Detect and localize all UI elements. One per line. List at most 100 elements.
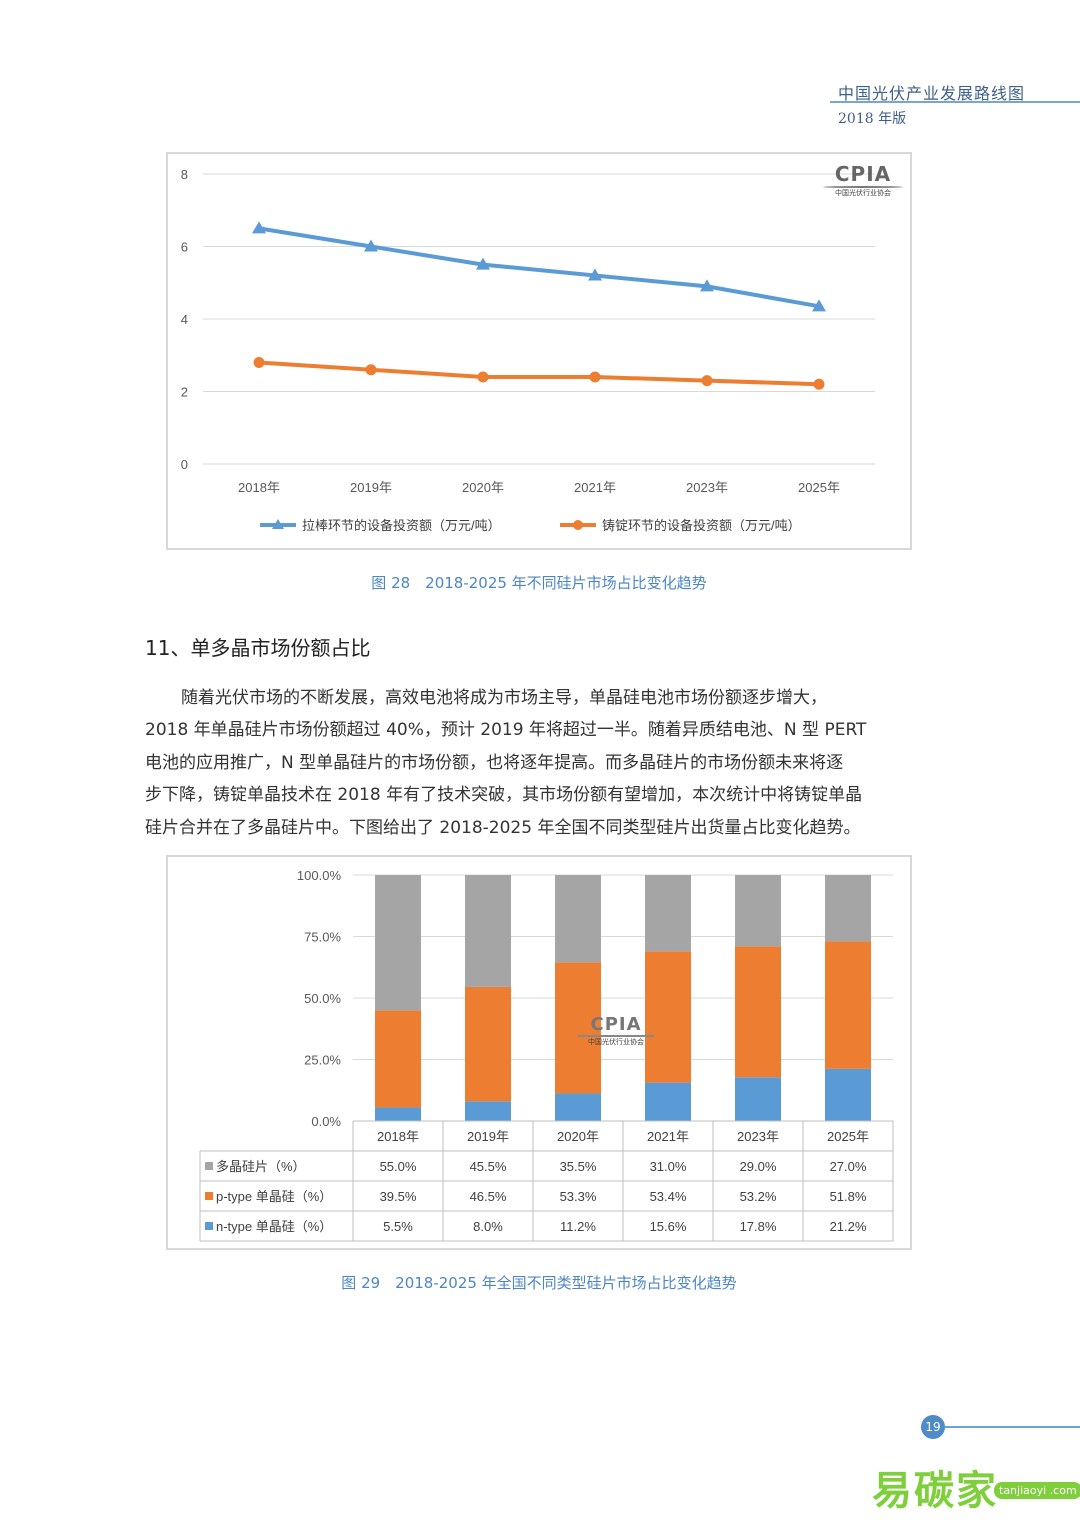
bar-segment-1 [465,986,511,1102]
cpia-logo-sub: 中国光伏行业协会 [835,189,891,197]
legend-key [205,1162,213,1170]
cpia-logo-text: CPIA [834,162,892,186]
data-label: 55.0% [380,1159,417,1174]
stacked-bar-chart-canvas: 0.0% 25.0% 50.0% 75.0% 100.0% 2018年 2019年 2020年… [199,868,894,1242]
legend-swatch-marker [272,519,284,529]
paragraph-line: 随着光伏市场的不断发展，高效电池将成为市场主导，单晶硅电池市场份额逐步增大， [181,688,827,708]
bar-segment-2 [825,875,871,942]
cpia-logo-sub: 中国光伏行业协会 [588,1038,644,1046]
legend-label: n-type 单晶硅（%） [216,1219,332,1234]
bar-segment-1 [825,941,871,1069]
bar-segment-0 [555,1093,601,1121]
x-tick-label: 2023年 [737,1129,779,1144]
data-point-circle [365,364,377,376]
data-label: 27.0% [830,1159,867,1174]
page-number-rule [940,1426,1080,1428]
data-point-triangle [588,268,602,281]
data-label: 53.2% [740,1189,777,1204]
data-label: 53.3% [560,1189,597,1204]
x-tick-label: 2018年 [238,480,280,495]
paragraph-line: 电池的应用推广，N 型单晶硅片的市场份额，也将逐年提高。而多晶硅片的市场份额未来… [145,752,844,773]
x-tick-label: 2021年 [647,1129,689,1144]
bar-segment-2 [465,875,511,987]
bar-segment-0 [375,1107,421,1121]
legend-label: p-type 单晶硅（%） [216,1189,332,1204]
header-title: 中国光伏产业发展路线图 [838,84,1026,103]
bar-segment-0 [465,1101,511,1121]
paragraph-line: 步下降，铸锭单晶技术在 2018 年有了技术突破，其市场份额有望增加，本次统计中… [145,785,863,806]
data-label: 39.5% [380,1189,417,1204]
cpia-logo: CPIA 中国光伏行业协会 [566,1014,666,1047]
y-tick-label: 4 [181,312,188,327]
data-point-circle [477,371,489,383]
x-tick-label: 2021年 [574,480,616,495]
section-heading: 11、单多晶市场份额占比 [145,636,371,660]
data-point-circle [253,357,265,368]
line-chart-equipment-investment: 0 2 4 6 8 2018年 2019年 2020年 2021年 2023年 2025年 拉棒环节的… [166,152,912,550]
data-label: 29.0% [740,1159,777,1174]
y-tick-label: 75.0% [304,930,341,945]
data-point-triangle [476,257,490,270]
y-tick-label: 25.0% [304,1053,341,1068]
y-tick-label: 0 [181,457,188,472]
x-tick-label: 2018年 [377,1129,419,1144]
paragraph-line: 硅片合并在了多晶硅片中。下图给出了 2018-2025 年全国不同类型硅片出货量… [145,817,861,838]
legend-key [205,1192,213,1200]
series-line-1 [258,360,820,387]
y-tick-label: 0.0% [311,1114,341,1129]
x-tick-label: 2019年 [467,1129,509,1144]
figure-caption-28: 图 28 2018-2025 年不同硅片市场占比变化趋势 [371,574,707,592]
bar-segment-2 [375,875,421,1011]
bar-segment-1 [555,962,601,1094]
bar-segment-1 [735,946,781,1078]
header-rule [830,101,1080,103]
y-tick-label: 100.0% [297,868,342,883]
y-tick-label: 2 [181,385,188,400]
data-point-circle [813,378,825,390]
y-tick-label: 8 [181,167,188,182]
legend-label: 铸锭环节的设备投资额（万元/吨） [602,518,801,533]
bar-segment-0 [825,1068,871,1121]
x-tick-label: 2023年 [686,480,728,495]
data-label: 31.0% [650,1159,687,1174]
x-tick-label: 2020年 [462,480,504,495]
cpia-logo-text: CPIA [590,1014,642,1035]
section-paragraph: 随着光伏市场的不断发展，高效电池将成为市场主导，单晶硅电池市场份额逐步增大， 2… [145,682,945,844]
data-point-triangle [252,221,266,234]
bar-segment-0 [645,1082,691,1121]
stacked-bar-chart-wafer-share: 0.0% 25.0% 50.0% 75.0% 100.0% 2018年 2019年 2020年… [166,855,912,1250]
data-label: 11.2% [560,1219,596,1234]
legend-key [205,1222,213,1230]
cpia-logo-swoosh [823,186,903,188]
x-tick-label: 2020年 [557,1129,599,1144]
bar-segment-1 [645,951,691,1083]
data-label: 53.4% [650,1189,687,1204]
bar-segment-1 [375,1010,421,1108]
y-tick-label: 6 [181,240,188,255]
line-chart-canvas: 0 2 4 6 8 2018年 2019年 2020年 2021年 2023年 2025年拉棒环节的… [181,167,875,533]
data-point-triangle [812,299,826,312]
data-point-triangle [700,279,714,292]
paragraph-line: 2018 年单晶硅片市场份额超过 40%，预计 2019 年将超过一半。随着异质… [145,720,867,741]
data-label: 17.8% [740,1219,777,1234]
x-tick-label: 2025年 [827,1129,869,1144]
data-label: 21.2% [830,1219,867,1234]
bar-segment-0 [735,1077,781,1121]
watermark-logo: 易碳家 [872,1468,998,1514]
data-label: 35.5% [560,1159,597,1174]
cpia-logo: CPIA 中国光伏行业协会 [808,162,918,198]
data-label: 15.6% [650,1219,687,1234]
data-label: 46.5% [470,1189,507,1204]
watermark-url: tanjiaoyi .com [994,1482,1080,1499]
series-line-0 [258,226,820,309]
legend-label: 多晶硅片（%） [216,1159,306,1174]
data-label: 51.8% [830,1189,867,1204]
legend-label: 拉棒环节的设备投资额（万元/吨） [302,518,501,533]
y-tick-label: 50.0% [304,991,341,1006]
data-point-circle [589,371,601,383]
cpia-logo-swoosh [578,1035,654,1037]
data-label: 45.5% [470,1159,507,1174]
data-point-circle [701,375,713,387]
legend-swatch-marker [573,520,583,530]
page-number: 19 [921,1415,945,1439]
